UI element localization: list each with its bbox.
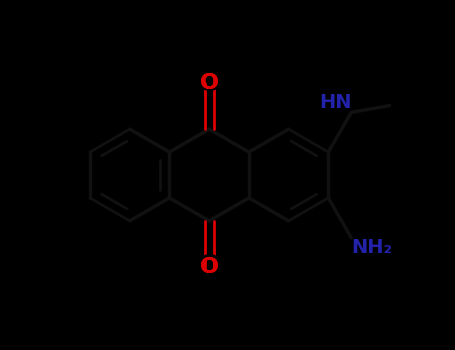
Text: O: O [200,73,219,93]
Text: O: O [200,257,219,277]
Text: NH₂: NH₂ [351,238,392,257]
Text: O: O [197,69,221,97]
Text: HN: HN [312,88,351,112]
Text: O: O [197,253,221,281]
Text: O: O [200,257,219,277]
Text: NH₂: NH₂ [351,238,401,262]
Text: O: O [200,73,219,93]
Text: HN: HN [319,93,351,112]
